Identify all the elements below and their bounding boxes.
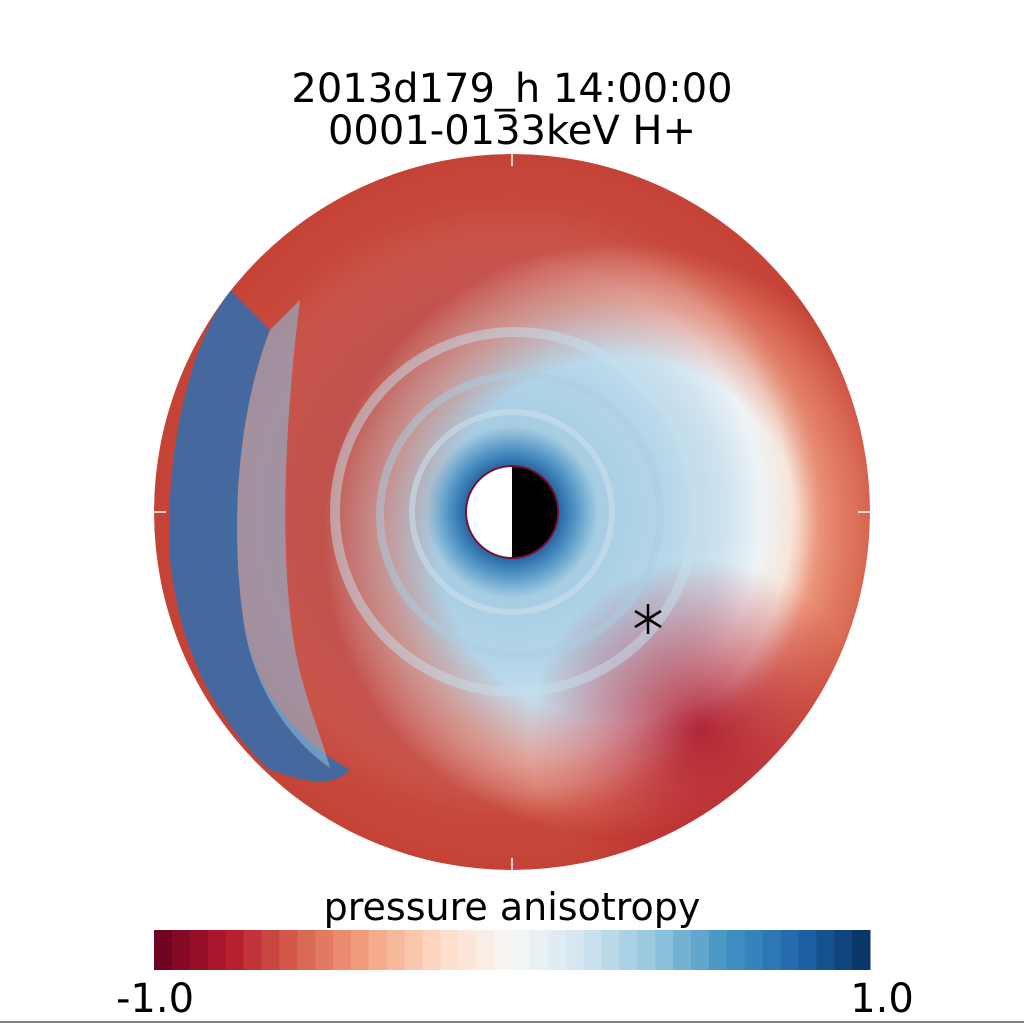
colorbar-band [744,930,764,970]
colorbar-band [207,930,227,970]
colorbar-band [834,930,853,970]
colorbar-label: pressure anisotropy [324,885,701,929]
colorbar-band [565,930,585,970]
nightside-edge-region [169,290,350,782]
planet [465,465,559,559]
ring-2 [376,371,664,659]
ring-1 [409,409,615,615]
colorbar-band [368,930,388,970]
colorbar-band [494,930,513,970]
colorbar-band [297,930,316,970]
colorbar-band [261,930,280,970]
ring-3 [330,327,700,697]
colorbar-band [601,930,620,970]
colorbar-band [673,930,692,970]
colorbar [154,930,871,970]
colorbar-band [404,930,423,970]
colorbar-band [189,930,209,970]
nightside-inner-band [237,300,330,768]
colorbar-band [154,930,173,970]
colorbar-band [529,930,549,970]
colorbar-max-label: 1.0 [850,976,914,1022]
spacecraft-marker [634,604,662,634]
chart-title-line2: 0001-0133keV H+ [328,108,696,154]
colorbar-band [762,930,781,970]
colorbar-band [726,930,746,970]
colorbar-band [708,930,728,970]
colorbar-band [243,930,262,970]
chart-title-line1: 2013d179_h 14:00:00 [291,66,732,112]
colorbar-band [655,930,674,970]
polar-disk [154,154,870,870]
colorbar-min-label: -1.0 [116,976,194,1022]
planet-day-side [512,466,558,558]
colorbar-band [816,930,835,970]
colorbar-band [476,930,495,970]
colorbar-band [333,930,352,970]
colorbar-bands [154,930,871,970]
colorbar-band [780,930,799,970]
colorbar-band [619,930,638,970]
planet-outline [465,465,559,559]
colorbar-band [512,930,531,970]
colorbar-band [637,930,656,970]
colorbar-band [852,930,871,970]
colorbar-band [458,930,477,970]
colorbar-band [386,930,406,970]
colorbar-band [171,930,191,970]
colorbar-band [547,930,567,970]
colorbar-band [691,930,710,970]
edge-ticks [154,154,870,870]
colorbar-band [279,930,298,970]
colorbar-band [315,930,334,970]
colorbar-band [798,930,817,970]
colorbar-band [422,930,441,970]
colorbar-band [440,930,459,970]
colorbar-band [225,930,244,970]
colorbar-band [583,930,602,970]
colorbar-band [350,930,370,970]
